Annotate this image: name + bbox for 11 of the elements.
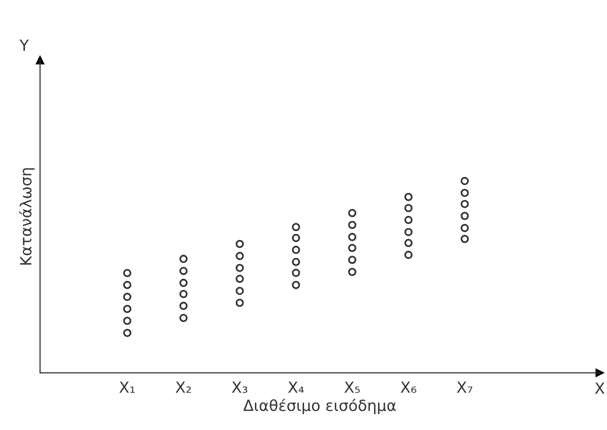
x-tick-label: X₄ [288,382,304,393]
x-tick-label: X₅ [344,382,360,393]
x-axis-title: Διαθέσιμο εισόδημα [243,398,396,414]
text: Y [20,40,29,51]
x-tick-label: X₂ [176,382,191,393]
x-tick-label: X₁ [119,382,135,393]
x-tick-label: X₇ [456,382,472,393]
x-tick-label: X₆ [400,382,416,393]
x-tick-label: X₃ [232,382,248,393]
y-axis-title: Κατανάλωση [19,168,35,265]
text: X [594,382,604,394]
